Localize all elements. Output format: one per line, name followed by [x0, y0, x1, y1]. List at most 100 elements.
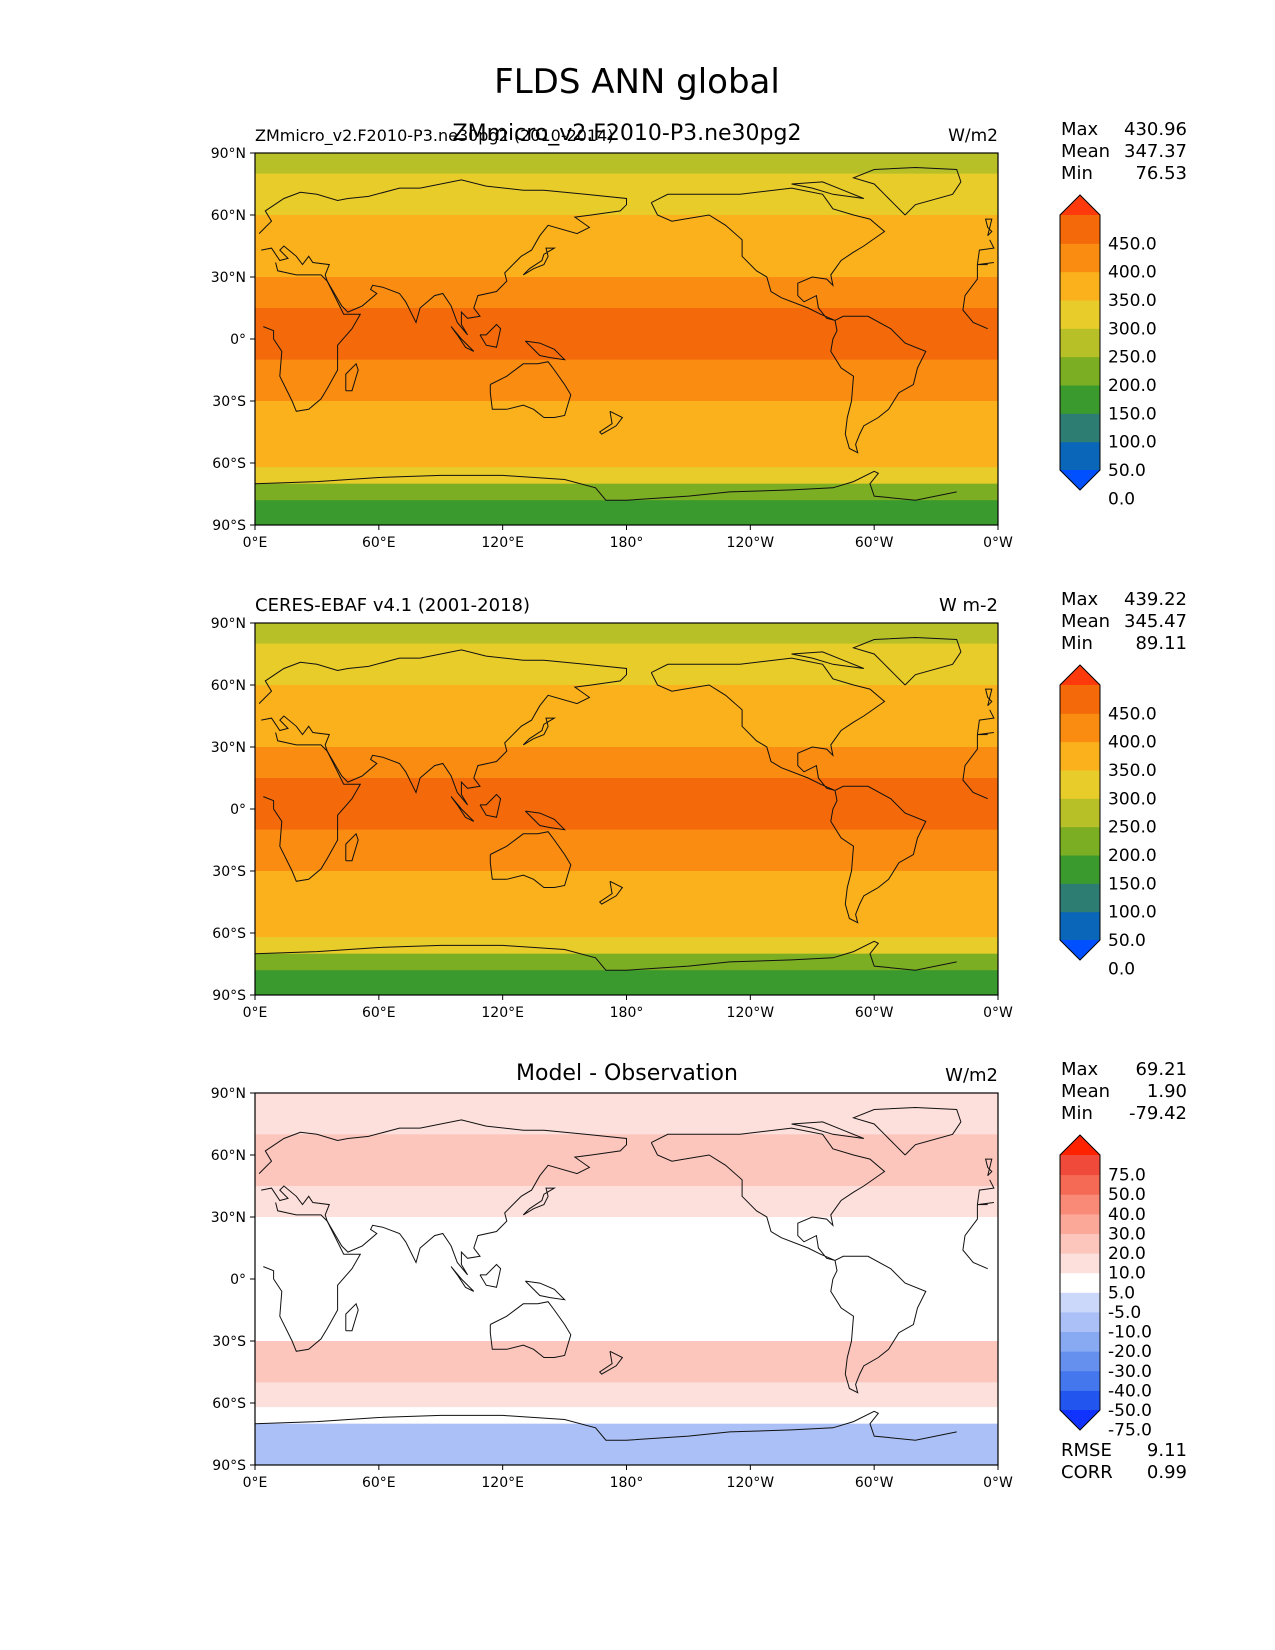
- coastline: [626, 940, 957, 971]
- map-plot: 90°N 60°N 30°N 0° 30°S 60°S 90°S0°E 60°E 120°E 18…: [211, 1086, 1013, 1491]
- colorbar-segment: [1060, 413, 1100, 443]
- map-band: [255, 442, 998, 468]
- y-tick-label: 60°N: [211, 208, 246, 224]
- y-tick-label: 90°N: [211, 146, 246, 162]
- panel-center-title: ZMmicro_v2.F2010-P3.ne30pg2: [453, 121, 802, 146]
- colorbar-label: 100.0: [1108, 903, 1157, 923]
- coastline: [962, 734, 988, 800]
- panel-units: W/m2: [945, 1065, 998, 1086]
- coastline: [984, 218, 993, 237]
- map-band: [255, 643, 998, 665]
- map-band: [255, 623, 998, 645]
- colorbar-segment: [1060, 685, 1100, 714]
- x-tick-label: 120°W: [727, 535, 775, 551]
- coastline: [830, 785, 927, 924]
- colorbar-segment: [1060, 1331, 1100, 1352]
- y-tick-label: 30°N: [211, 740, 246, 756]
- y-tick-label: 30°S: [212, 394, 246, 410]
- coastlines: [255, 1106, 995, 1441]
- colorbar-label: 75.0: [1108, 1166, 1146, 1186]
- stat-label: Max: [1061, 119, 1099, 140]
- panel-reference: CERES-EBAF v4.1 (2001-2018) W m-2 90°N 60…: [211, 589, 1187, 1021]
- colorbar-segment: [1060, 441, 1100, 471]
- colorbar-outline: [1059, 664, 1101, 961]
- coastline: [984, 688, 993, 707]
- colorbar-segment: [1060, 1233, 1100, 1254]
- coastline: [977, 1202, 994, 1206]
- map-band: [255, 1423, 998, 1465]
- x-tick-label: 180°: [610, 1005, 644, 1021]
- colorbar-segment: [1060, 1390, 1100, 1411]
- coastline: [263, 732, 362, 882]
- coastline: [525, 340, 567, 361]
- x-tick-label: 120°E: [481, 1475, 524, 1491]
- colorbar-extend-min: [1060, 470, 1100, 490]
- panel-center-title: Model - Observation: [516, 1061, 738, 1086]
- coastline: [258, 1119, 627, 1276]
- coastline: [851, 1106, 962, 1156]
- colorbar-segment: [1060, 356, 1100, 386]
- stat-label: Mean: [1061, 1081, 1110, 1102]
- y-tick-label: 30°S: [212, 1334, 246, 1350]
- map-band: [255, 153, 998, 175]
- figure-title: FLDS ANN global: [494, 62, 780, 102]
- colorbar-segment: [1060, 243, 1100, 273]
- colorbar: 450.0 400.0 350.0 300.0 250.0 200.0 150.0 100.0…: [1059, 664, 1157, 979]
- colorbar-segment: [1060, 1292, 1100, 1313]
- y-tick-label: 30°N: [211, 270, 246, 286]
- y-tick-label: 0°: [230, 802, 246, 818]
- coastlines: [255, 636, 995, 971]
- coastline: [598, 1350, 624, 1375]
- map-band: [255, 685, 998, 717]
- coastline: [598, 410, 624, 435]
- coastline: [258, 179, 627, 336]
- colorbar-segment: [1060, 883, 1100, 913]
- map-band: [255, 401, 998, 443]
- map-plot: 90°N 60°N 30°N 0° 30°S 60°S 90°S0°E 60°E 120°E 18…: [211, 146, 1013, 551]
- colorbar-segment: [1060, 1351, 1100, 1372]
- stat-value: 76.53: [1135, 163, 1187, 184]
- coastline: [525, 1280, 567, 1301]
- colorbar-label: 400.0: [1108, 733, 1157, 753]
- map-band: [255, 1217, 998, 1342]
- map-band: [255, 871, 998, 913]
- y-tick-label: 60°S: [212, 456, 246, 472]
- colorbar-label: 400.0: [1108, 263, 1157, 283]
- colorbar-label: 350.0: [1108, 291, 1157, 311]
- map-band: [255, 970, 998, 995]
- colorbar-label: 150.0: [1108, 404, 1157, 424]
- x-tick-label: 0°W: [983, 1475, 1013, 1491]
- x-tick-label: 0°E: [243, 1005, 268, 1021]
- coastline: [598, 880, 624, 905]
- stat-label: RMSE: [1061, 1440, 1112, 1461]
- colorbar-segment: [1060, 1174, 1100, 1195]
- coastline: [345, 362, 359, 392]
- y-tick-label: 60°N: [211, 1148, 246, 1164]
- coastline: [525, 810, 567, 831]
- stat-label: Max: [1061, 1059, 1099, 1080]
- coastline: [851, 636, 962, 686]
- x-tick-label: 60°E: [362, 535, 396, 551]
- coastline: [830, 315, 927, 454]
- stat-value: 0.99: [1147, 1462, 1187, 1483]
- stat-label: Min: [1061, 633, 1093, 654]
- y-tick-label: 60°S: [212, 1396, 246, 1412]
- colorbar-extend-max: [1060, 665, 1100, 685]
- colorbar-label: 0.0: [1108, 489, 1135, 509]
- colorbar-segment: [1060, 215, 1100, 244]
- coastline: [962, 264, 988, 330]
- panel-left-title: CERES-EBAF v4.1 (2001-2018): [255, 595, 530, 616]
- colorbar-segment: [1060, 1194, 1100, 1215]
- coastline: [255, 1414, 627, 1441]
- panel-test: ZMmicro_v2.F2010-P3.ne30pg2 ZMmicro_v2.F…: [211, 119, 1187, 551]
- colorbar-segment: [1060, 1311, 1100, 1333]
- coastline: [791, 651, 864, 669]
- colorbar-segment: [1060, 770, 1100, 799]
- coastline: [977, 732, 994, 736]
- map-field: [255, 623, 998, 995]
- map-band: [255, 1341, 998, 1383]
- coastline: [962, 1204, 988, 1270]
- coastline: [522, 717, 557, 746]
- colorbar-segment: [1060, 826, 1100, 856]
- map-band: [255, 937, 998, 955]
